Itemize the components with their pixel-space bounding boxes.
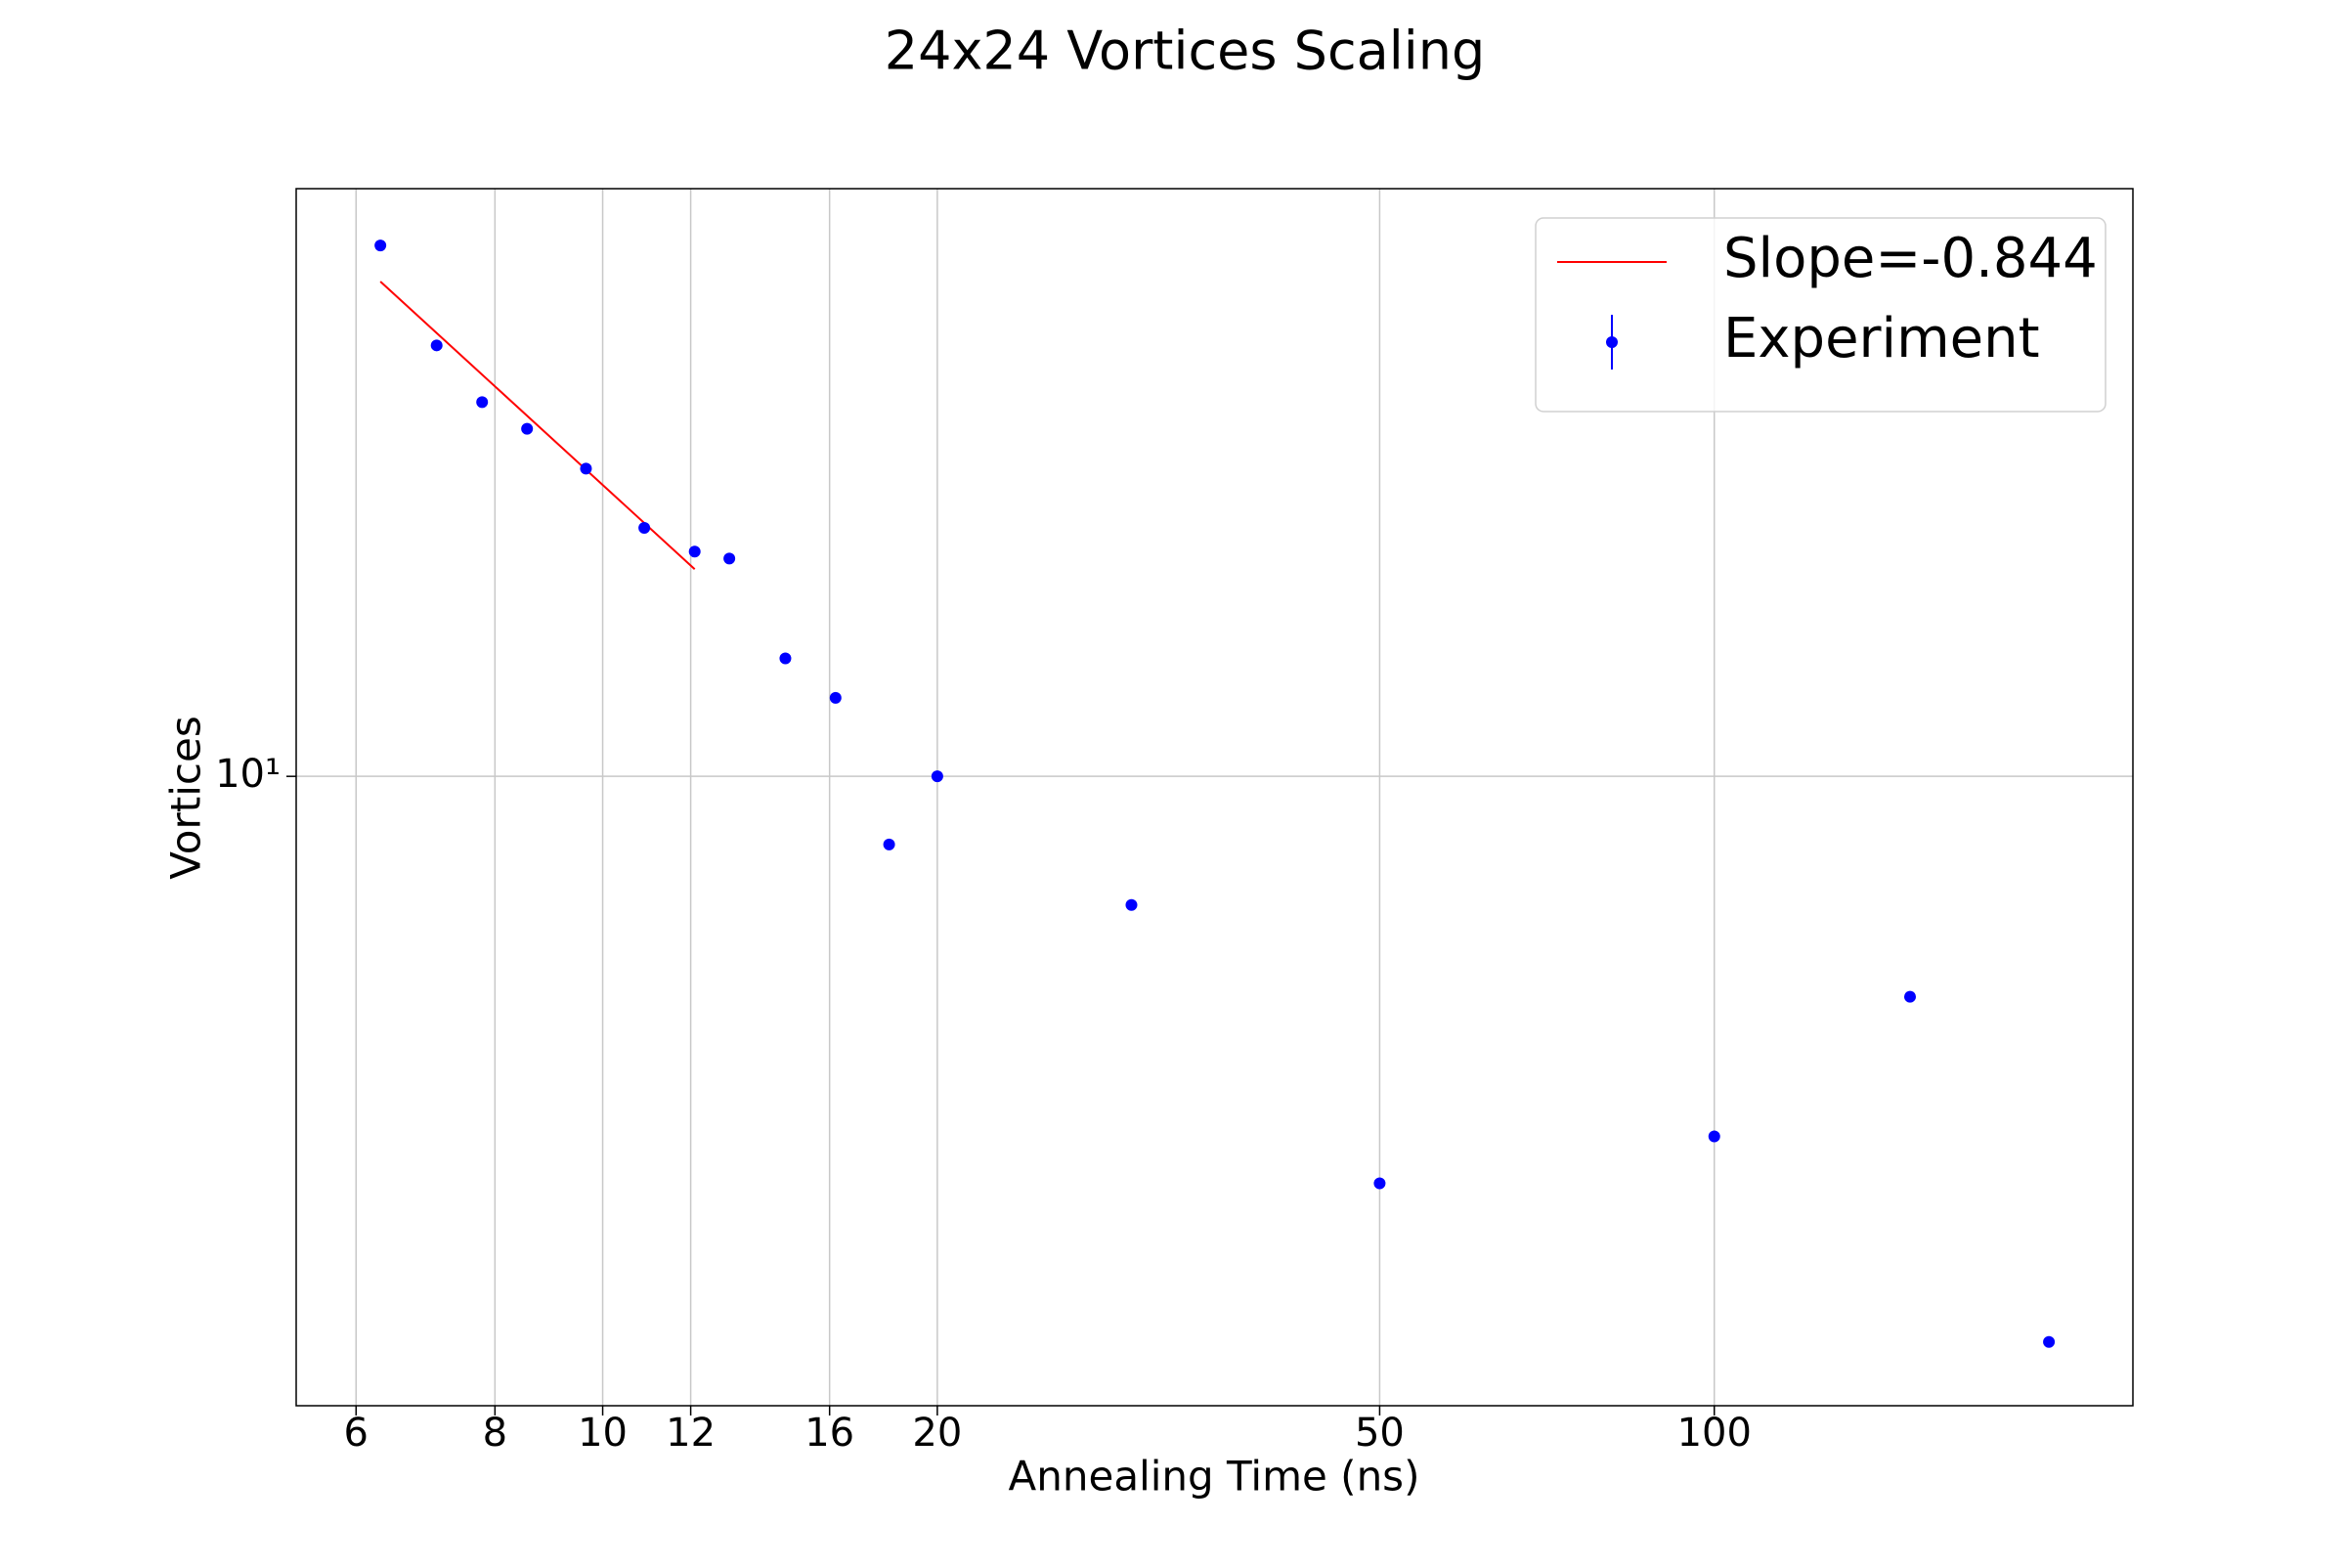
plot-frame — [295, 188, 2134, 1407]
x-tick-label: 10 — [578, 1411, 628, 1456]
data-point — [1904, 990, 1917, 1003]
legend-swatch — [1606, 336, 1618, 348]
x-tick-label: 50 — [1355, 1411, 1405, 1456]
data-point — [931, 770, 943, 783]
x-tick-label: 20 — [912, 1411, 962, 1456]
data-point — [580, 462, 592, 475]
x-tick-label: 12 — [666, 1411, 716, 1456]
data-point — [430, 339, 443, 352]
data-point — [1373, 1177, 1386, 1190]
data-point — [779, 652, 792, 665]
x-axis-label: Annealing Time (ns) — [1009, 1453, 1420, 1501]
x-tick-label: 100 — [1677, 1411, 1752, 1456]
legend-label: Experiment — [1723, 307, 2040, 370]
data-point — [883, 838, 895, 850]
x-tick-label: 6 — [344, 1411, 369, 1456]
data-point — [688, 545, 701, 558]
data-point — [1125, 898, 1138, 911]
data-point — [829, 691, 842, 704]
chart-title: 24x24 Vortices Scaling — [885, 21, 1486, 82]
data-point — [723, 552, 736, 565]
data-point — [374, 240, 387, 252]
data-point — [2043, 1335, 2056, 1348]
x-tick-label: 8 — [483, 1411, 507, 1456]
legend-label: Slope=-0.844 — [1723, 227, 2098, 290]
y-axis-label: Vortices — [162, 716, 210, 879]
legend-box — [1535, 217, 2107, 413]
data-point — [476, 396, 489, 409]
y-tick-label: 10¹ — [215, 752, 281, 797]
data-point — [521, 422, 534, 435]
data-point — [638, 522, 651, 535]
data-point — [1708, 1130, 1720, 1143]
fit-line — [379, 281, 696, 570]
x-tick-label: 16 — [804, 1411, 854, 1456]
